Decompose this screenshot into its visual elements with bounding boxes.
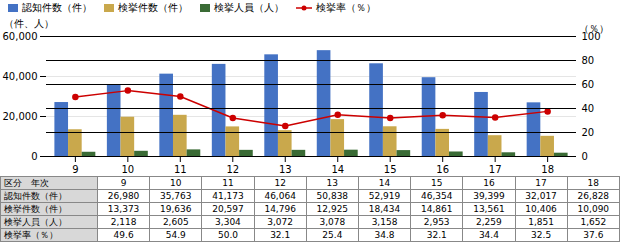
html-text:50.0: 50.0 xyxy=(217,230,238,240)
html-text:13,373: 13,373 xyxy=(107,204,140,214)
html-text:9: 9 xyxy=(120,178,127,188)
html-text:検挙率（％）: 検挙率（％） xyxy=(316,2,376,13)
svg-text:100: 100 xyxy=(581,30,601,42)
html-text:17: 17 xyxy=(535,178,547,188)
html-text:34.8: 34.8 xyxy=(374,230,395,240)
html-text:2,953: 2,953 xyxy=(423,217,450,227)
html-text:15: 15 xyxy=(431,178,443,188)
svg-text:12: 12 xyxy=(226,164,239,175)
html-text:18: 18 xyxy=(587,178,600,188)
html-text:32.1: 32.1 xyxy=(270,230,291,240)
html-text:32.5: 32.5 xyxy=(531,230,552,240)
html-text:区分 年次: 区分 年次 xyxy=(4,178,49,188)
html-text:1,652: 1,652 xyxy=(580,217,607,227)
html-text:32,017: 32,017 xyxy=(525,191,557,201)
html-text:35,763: 35,763 xyxy=(160,191,192,201)
html-text:25.4: 25.4 xyxy=(322,230,343,240)
html-text:検挙件数（件）: 検挙件数（件） xyxy=(4,204,67,214)
html-text:3,078: 3,078 xyxy=(319,217,346,227)
html-text:10,090: 10,090 xyxy=(577,204,610,214)
html-text:14,796: 14,796 xyxy=(264,204,296,214)
html-text:39,399: 39,399 xyxy=(473,191,505,201)
html-text:18,434: 18,434 xyxy=(368,204,401,214)
html-text:26,828: 26,828 xyxy=(577,191,610,201)
svg-text:20: 20 xyxy=(582,127,595,138)
svg-text:20,000: 20,000 xyxy=(3,111,38,122)
html-text:34.4: 34.4 xyxy=(478,230,499,240)
svg-text:10: 10 xyxy=(121,164,134,175)
html-text:3,072: 3,072 xyxy=(267,217,293,227)
html-text:2,118: 2,118 xyxy=(110,217,137,227)
html-text:11: 11 xyxy=(222,178,234,188)
html-text:14,861: 14,861 xyxy=(421,204,453,214)
html-text:46,354: 46,354 xyxy=(421,191,453,201)
html-text:12,925: 12,925 xyxy=(316,204,349,214)
html-text:20,597: 20,597 xyxy=(212,204,244,214)
html-text:検挙率（％）: 検挙率（％） xyxy=(4,230,58,240)
html-text:54.9: 54.9 xyxy=(165,230,186,240)
html-text:認知件数（件）: 認知件数（件） xyxy=(22,2,92,13)
html-text:46,064: 46,064 xyxy=(264,191,296,201)
svg-text:17: 17 xyxy=(489,164,502,175)
svg-text:（％）: （％） xyxy=(579,23,609,34)
html-text:2,259: 2,259 xyxy=(476,217,502,227)
html-text:13,561: 13,561 xyxy=(473,204,505,214)
svg-text:（件、人）: （件、人） xyxy=(4,18,54,29)
svg-text:80: 80 xyxy=(582,55,595,66)
html-text:検挙件数（件）: 検挙件数（件） xyxy=(118,2,188,13)
html-text:49.6: 49.6 xyxy=(113,230,134,240)
html-text:19,636: 19,636 xyxy=(160,204,192,214)
svg-text:15: 15 xyxy=(384,164,397,175)
html-text:12: 12 xyxy=(274,178,286,188)
svg-text:16: 16 xyxy=(436,164,449,175)
html-text:認知件数（件）: 認知件数（件） xyxy=(4,191,67,201)
html-text:32.1: 32.1 xyxy=(426,230,447,240)
html-text:検挙人員（人）: 検挙人員（人） xyxy=(4,217,67,227)
html-text:検挙人員（人）: 検挙人員（人） xyxy=(214,2,284,13)
svg-text:60: 60 xyxy=(582,79,595,90)
html-text:41,173: 41,173 xyxy=(212,191,244,201)
svg-text:9: 9 xyxy=(72,164,78,175)
html-text:3,158: 3,158 xyxy=(371,217,398,227)
svg-text:60,000: 60,000 xyxy=(3,31,38,42)
svg-text:40,000: 40,000 xyxy=(3,71,38,82)
html-text:37.6: 37.6 xyxy=(583,230,604,240)
html-text:1,851: 1,851 xyxy=(528,217,554,227)
html-text:26,980: 26,980 xyxy=(107,191,140,201)
svg-text:14: 14 xyxy=(331,164,344,175)
svg-text:13: 13 xyxy=(279,164,292,175)
html-text:13: 13 xyxy=(326,178,339,188)
html-text:10,406: 10,406 xyxy=(525,204,557,214)
html-text:10: 10 xyxy=(170,178,182,188)
svg-text:0: 0 xyxy=(582,151,588,162)
html-text:52,919: 52,919 xyxy=(368,191,401,201)
html-text:16: 16 xyxy=(483,178,495,188)
svg-text:0: 0 xyxy=(31,151,37,162)
svg-text:11: 11 xyxy=(174,164,187,175)
svg-text:40: 40 xyxy=(582,103,595,114)
html-text:50,838: 50,838 xyxy=(316,191,349,201)
html-text:2,605: 2,605 xyxy=(162,217,189,227)
html-text:14: 14 xyxy=(378,178,391,188)
svg-text:18: 18 xyxy=(541,164,554,175)
html-text:3,304: 3,304 xyxy=(215,217,241,227)
